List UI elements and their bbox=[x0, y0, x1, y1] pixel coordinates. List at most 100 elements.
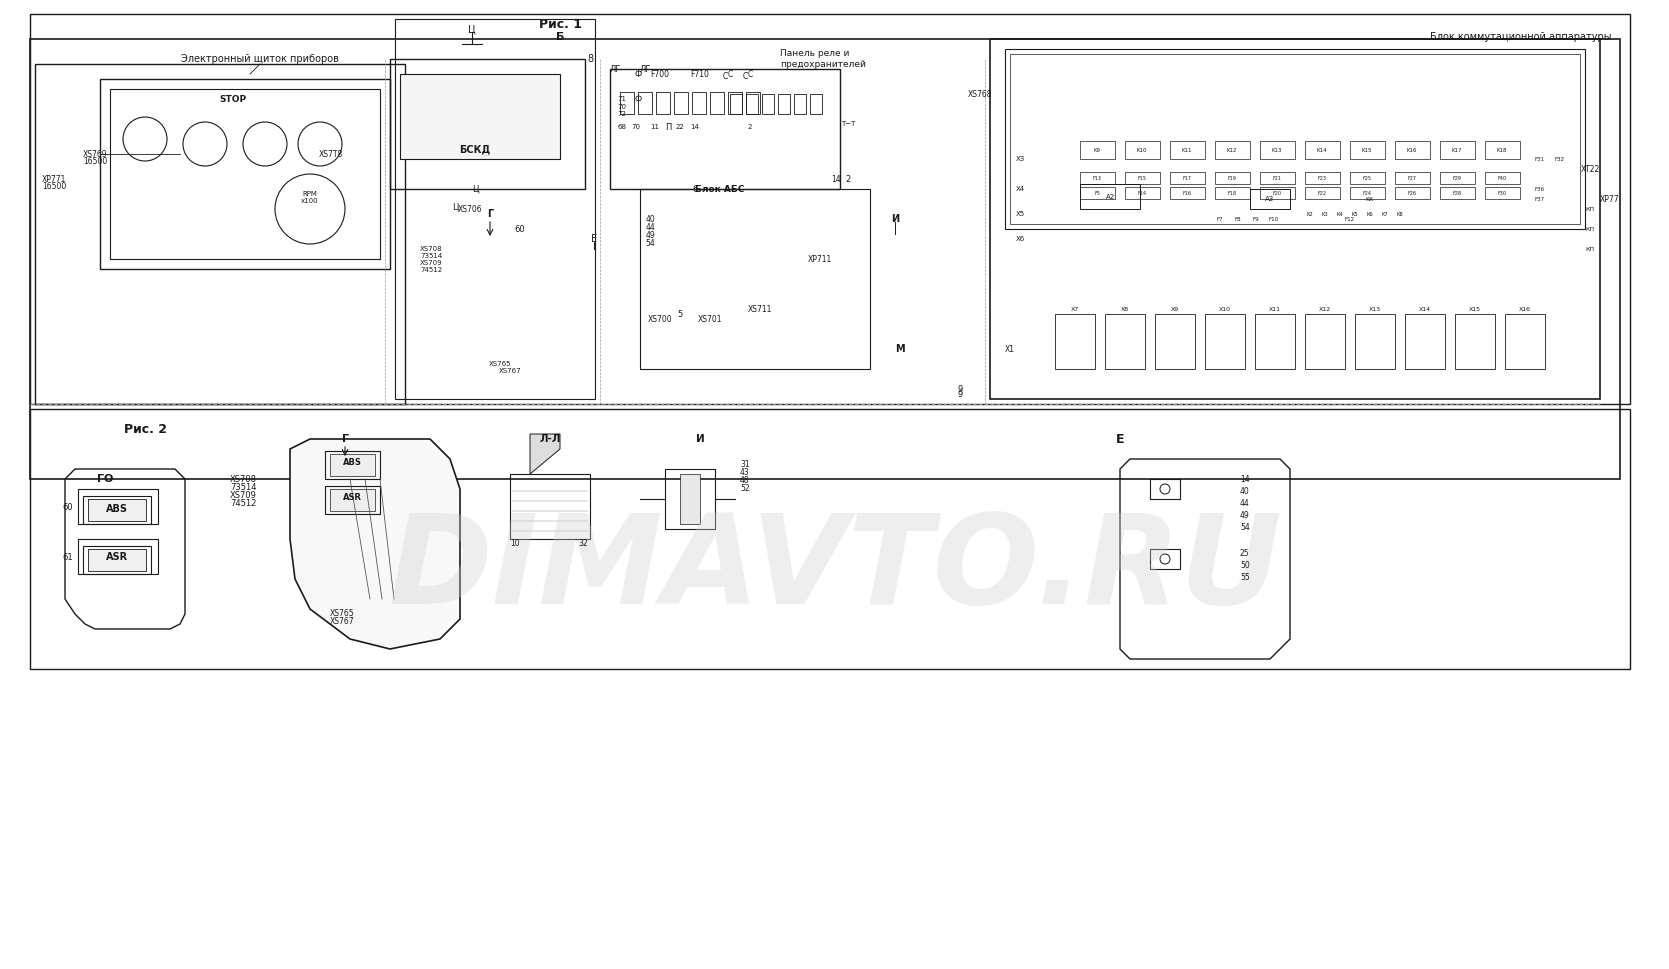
Text: XT22: XT22 bbox=[1581, 165, 1599, 173]
Text: С: С bbox=[728, 70, 733, 78]
Text: F23: F23 bbox=[1317, 175, 1327, 180]
Text: K10: K10 bbox=[1137, 147, 1147, 152]
Text: П: П bbox=[664, 122, 671, 132]
Text: Г: Г bbox=[342, 434, 349, 444]
Text: XS711: XS711 bbox=[748, 304, 773, 314]
Text: 70: 70 bbox=[631, 124, 641, 130]
Text: K3: K3 bbox=[1322, 211, 1329, 216]
Text: 48: 48 bbox=[739, 476, 749, 484]
Text: F30: F30 bbox=[1497, 191, 1507, 196]
Text: С: С bbox=[743, 72, 748, 80]
Text: K2: K2 bbox=[1307, 211, 1314, 216]
Text: Ц: Ц bbox=[469, 24, 476, 34]
PathPatch shape bbox=[531, 434, 561, 474]
Text: F5: F5 bbox=[1095, 191, 1100, 196]
Text: X8: X8 bbox=[1122, 306, 1128, 311]
Text: X4: X4 bbox=[1015, 186, 1025, 192]
Text: F36: F36 bbox=[1535, 186, 1545, 192]
Text: Электронный щиток приборов: Электронный щиток приборов bbox=[180, 54, 339, 64]
Text: 70: 70 bbox=[618, 104, 626, 110]
Text: F8: F8 bbox=[1235, 216, 1242, 222]
Text: АSR: АSR bbox=[105, 552, 129, 562]
Text: С: С bbox=[723, 72, 728, 80]
Text: 11: 11 bbox=[651, 124, 659, 130]
Text: XP711: XP711 bbox=[808, 255, 833, 264]
Text: RPM: RPM bbox=[302, 191, 317, 197]
Text: F31: F31 bbox=[1535, 157, 1545, 162]
Text: XS700: XS700 bbox=[648, 315, 673, 324]
Text: F37: F37 bbox=[1535, 197, 1545, 202]
Text: K11: K11 bbox=[1182, 147, 1192, 152]
Text: K15: K15 bbox=[1362, 147, 1372, 152]
Text: 72: 72 bbox=[618, 111, 626, 117]
Text: 49: 49 bbox=[646, 231, 654, 239]
Text: Т−Т: Т−Т bbox=[841, 121, 855, 127]
Text: XP771: XP771 bbox=[42, 174, 67, 183]
Text: X7: X7 bbox=[1071, 306, 1080, 311]
Text: DIMAVTO.RU: DIMAVTO.RU bbox=[389, 509, 1282, 630]
Text: 73514: 73514 bbox=[230, 483, 257, 491]
Text: 40: 40 bbox=[646, 214, 654, 224]
Text: 71: 71 bbox=[618, 96, 626, 102]
Text: ЛГ: ЛГ bbox=[639, 65, 651, 74]
Text: X12: X12 bbox=[1319, 306, 1332, 311]
Text: 74512: 74512 bbox=[421, 267, 442, 273]
Text: F710: F710 bbox=[691, 70, 709, 78]
Text: XS765: XS765 bbox=[489, 361, 511, 367]
Text: 25: 25 bbox=[1240, 549, 1250, 558]
Text: K5: K5 bbox=[1352, 211, 1359, 216]
Text: 10: 10 bbox=[511, 540, 519, 548]
FancyBboxPatch shape bbox=[330, 454, 376, 476]
Text: F13: F13 bbox=[1093, 175, 1102, 180]
Text: F32: F32 bbox=[1556, 157, 1566, 162]
Text: X11: X11 bbox=[1268, 306, 1282, 311]
Text: Ф: Ф bbox=[634, 95, 641, 104]
Text: XS768: XS768 bbox=[968, 89, 993, 99]
Text: АВS: АВS bbox=[107, 504, 129, 514]
Text: F29: F29 bbox=[1452, 175, 1462, 180]
Text: A3: A3 bbox=[1265, 196, 1275, 202]
FancyBboxPatch shape bbox=[679, 474, 699, 524]
Text: Панель реле и
предохранителей: Панель реле и предохранителей bbox=[779, 49, 866, 69]
Text: Б: Б bbox=[556, 32, 564, 42]
Text: Блок АБС: Блок АБС bbox=[696, 184, 744, 194]
Text: Рис. 1: Рис. 1 bbox=[539, 17, 581, 30]
Text: X10: X10 bbox=[1218, 306, 1232, 311]
Text: 9: 9 bbox=[958, 385, 963, 393]
Text: 9: 9 bbox=[958, 390, 963, 398]
Text: 5: 5 bbox=[678, 309, 683, 319]
FancyBboxPatch shape bbox=[88, 499, 145, 521]
Text: КП: КП bbox=[1586, 246, 1594, 252]
Text: 43: 43 bbox=[739, 467, 749, 477]
Text: K8: K8 bbox=[1397, 211, 1404, 216]
Text: X14: X14 bbox=[1419, 306, 1430, 311]
Text: 8: 8 bbox=[587, 54, 592, 64]
Text: Ц: Ц bbox=[472, 184, 479, 194]
Text: 54: 54 bbox=[1240, 522, 1250, 532]
Text: F18: F18 bbox=[1227, 191, 1237, 196]
Text: XS7T8: XS7T8 bbox=[319, 149, 344, 159]
Text: 52: 52 bbox=[739, 484, 749, 492]
Text: Е: Е bbox=[591, 234, 598, 244]
Text: С: С bbox=[748, 70, 753, 78]
Text: Ф: Ф bbox=[634, 70, 641, 78]
Text: K12: K12 bbox=[1227, 147, 1237, 152]
Text: X15: X15 bbox=[1469, 306, 1480, 311]
Text: 60: 60 bbox=[62, 503, 73, 512]
Text: ГО: ГО bbox=[97, 474, 113, 484]
Text: 61: 61 bbox=[62, 552, 73, 561]
Text: КП: КП bbox=[1586, 206, 1594, 211]
PathPatch shape bbox=[290, 439, 461, 649]
Text: 2: 2 bbox=[748, 124, 753, 130]
Text: F24: F24 bbox=[1362, 191, 1372, 196]
Text: 54: 54 bbox=[646, 238, 654, 247]
Text: K18: K18 bbox=[1497, 147, 1507, 152]
Text: F21: F21 bbox=[1272, 175, 1282, 180]
Text: 73514: 73514 bbox=[421, 253, 442, 259]
Text: Л-Л: Л-Л bbox=[539, 434, 561, 444]
Text: АSR: АSR bbox=[342, 492, 362, 502]
Text: Рис. 2: Рис. 2 bbox=[124, 422, 167, 435]
Text: 55: 55 bbox=[1240, 574, 1250, 582]
Text: F16: F16 bbox=[1183, 191, 1192, 196]
Text: X3: X3 bbox=[1015, 156, 1025, 162]
